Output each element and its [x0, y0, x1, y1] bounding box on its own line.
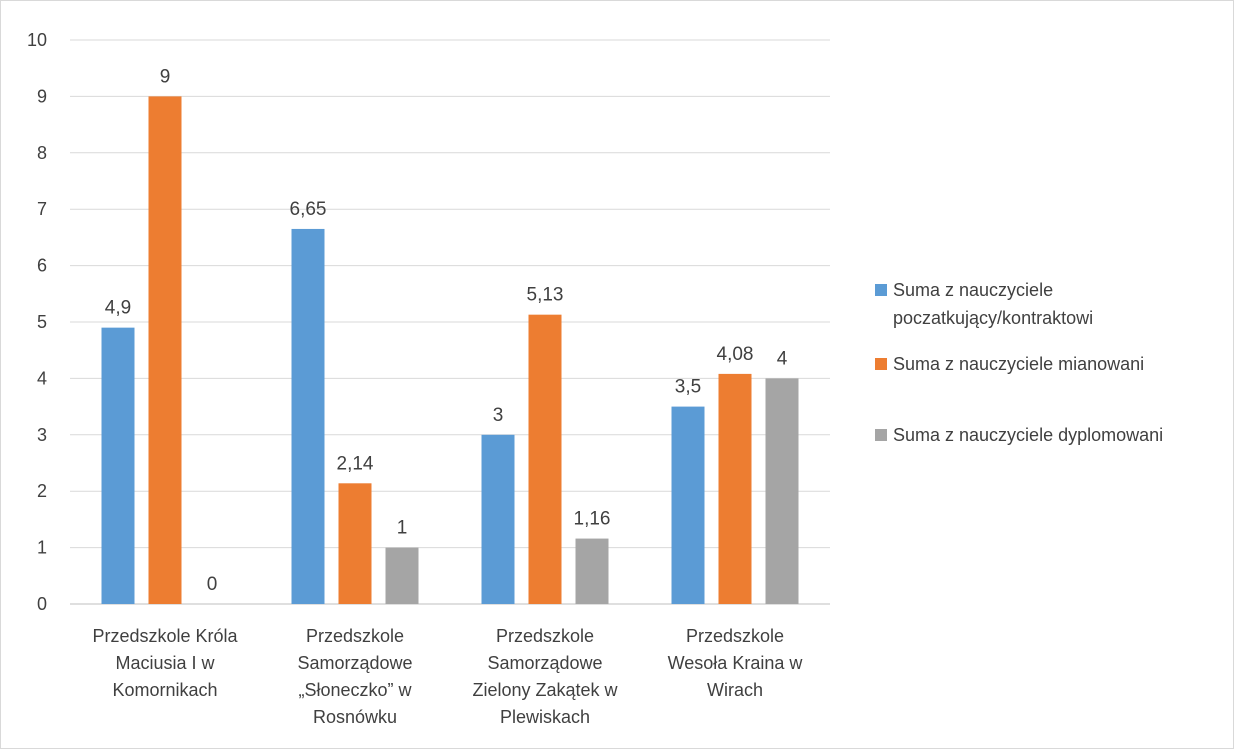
legend-swatch	[875, 284, 887, 296]
x-tick-label-line: Przedszkole Króla	[92, 626, 238, 646]
bar	[671, 406, 705, 604]
x-axis: Przedszkole Króla Maciusia I w Komornikach…	[92, 626, 803, 727]
data-label: 3	[493, 405, 504, 426]
bar	[101, 327, 135, 604]
y-tick-label: 7	[37, 199, 47, 219]
x-tick-label-line: Przedszkole	[686, 626, 784, 646]
x-tick-label-line: Maciusia I w	[115, 653, 215, 673]
data-label: 6,65	[290, 199, 327, 220]
x-tick-label: Przedszkole Króla Maciusia I w Komornikach	[92, 626, 238, 700]
bar	[338, 483, 372, 604]
data-labels: 4,9 6,65 3 3,5 9 2,14 5,13 4,08 0 1 1,16 4	[105, 66, 788, 595]
x-tick-label-line: Plewiskach	[500, 707, 590, 727]
x-tick-label-line: Zielony Zakątek w	[472, 680, 618, 700]
data-label: 4	[777, 348, 788, 369]
legend: Suma z nauczyciele poczatkujący/kontrakto…	[875, 280, 1163, 445]
gridlines	[70, 39, 830, 605]
legend-entry: Suma z nauczyciele dyplomowani	[893, 425, 1163, 445]
bars	[101, 96, 799, 605]
bar	[575, 538, 609, 604]
legend-entry-line: poczatkujący/kontraktowi	[893, 308, 1093, 328]
data-label: 9	[160, 66, 171, 87]
y-tick-label: 2	[37, 481, 47, 501]
legend-entry: Suma z nauczyciele mianowani	[893, 354, 1144, 374]
y-tick-label: 8	[37, 143, 47, 163]
data-label: 3,5	[675, 377, 701, 398]
data-label: 4,9	[105, 298, 131, 319]
bar	[148, 96, 182, 605]
legend-entry-line: Suma z nauczyciele dyplomowani	[893, 425, 1163, 445]
y-tick-label: 1	[37, 538, 47, 558]
x-tick-label-line: Przedszkole	[306, 626, 404, 646]
x-tick-label: Przedszkole Wesoła Kraina w Wirach	[668, 626, 804, 700]
x-tick-label-line: Wirach	[707, 680, 763, 700]
data-label: 2,14	[337, 453, 374, 474]
data-label: 5,13	[527, 285, 564, 306]
legend-swatch	[875, 358, 887, 370]
y-tick-label: 9	[37, 86, 47, 106]
x-tick-label: Przedszkole Samorządowe „Słoneczko” w Rosnó…	[297, 626, 412, 727]
data-label: 4,08	[717, 344, 754, 365]
x-tick-label: Przedszkole Samorządowe Zielony Zakątek w P…	[472, 626, 618, 727]
x-tick-label-line: „Słoneczko” w	[298, 680, 412, 700]
x-tick-label-line: Komornikach	[112, 680, 217, 700]
x-tick-label-line: Wesoła Kraina w	[668, 653, 804, 673]
y-tick-label: 0	[37, 594, 47, 614]
x-tick-label-line: Przedszkole	[496, 626, 594, 646]
y-tick-label: 5	[37, 312, 47, 332]
data-label: 0	[207, 574, 218, 595]
bar	[718, 373, 752, 604]
y-tick-label: 4	[37, 368, 47, 388]
bar	[528, 314, 562, 604]
y-axis: 0 1 2 3 4 5 6 7 8 9 10	[27, 30, 47, 614]
legend-entry-line: Suma z nauczyciele mianowani	[893, 354, 1144, 374]
y-tick-label: 3	[37, 425, 47, 445]
bar	[385, 547, 419, 604]
legend-swatch	[875, 429, 887, 441]
y-tick-label: 10	[27, 30, 47, 50]
bar	[765, 378, 799, 604]
data-label: 1,16	[574, 509, 611, 530]
data-label: 1	[397, 518, 408, 539]
x-tick-label-line: Samorządowe	[487, 653, 602, 673]
legend-entry-line: Suma z nauczyciele	[893, 280, 1053, 300]
bar	[481, 434, 515, 604]
bar	[291, 228, 325, 604]
y-tick-label: 6	[37, 256, 47, 276]
x-tick-label-line: Samorządowe	[297, 653, 412, 673]
legend-entry: Suma z nauczyciele poczatkujący/kontrakto…	[893, 280, 1093, 328]
x-tick-label-line: Rosnówku	[313, 707, 397, 727]
